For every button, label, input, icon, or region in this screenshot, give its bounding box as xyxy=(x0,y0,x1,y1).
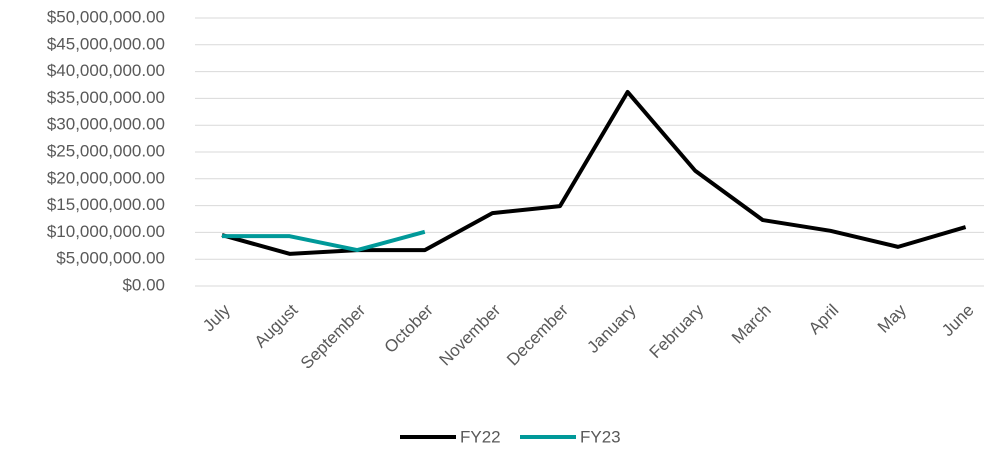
x-tick-label: June xyxy=(938,301,978,341)
legend-item: FY22 xyxy=(400,427,501,446)
y-tick-label: $30,000,000.00 xyxy=(47,115,165,134)
x-tick-label: November xyxy=(436,300,505,369)
series-line xyxy=(222,229,426,253)
x-tick-label: April xyxy=(805,301,842,338)
x-tick-label: May xyxy=(874,300,910,336)
y-tick-label: $0.00 xyxy=(122,275,165,294)
y-tick-label: $15,000,000.00 xyxy=(47,195,165,214)
x-tick-label: August xyxy=(251,300,302,351)
series-line xyxy=(221,89,967,256)
y-tick-label: $45,000,000.00 xyxy=(47,34,165,53)
x-tick-label: September xyxy=(297,300,369,372)
x-tick-label: January xyxy=(583,300,640,357)
legend-label: FY22 xyxy=(460,427,501,446)
y-tick-label: $5,000,000.00 xyxy=(56,249,165,268)
y-tick-label: $20,000,000.00 xyxy=(47,168,165,187)
y-tick-label: $25,000,000.00 xyxy=(47,141,165,160)
legend-label: FY23 xyxy=(580,427,621,446)
y-tick-label: $40,000,000.00 xyxy=(47,61,165,80)
x-tick-label: February xyxy=(646,300,708,362)
y-tick-label: $50,000,000.00 xyxy=(47,7,165,26)
y-tick-label: $35,000,000.00 xyxy=(47,88,165,107)
x-tick-label: July xyxy=(199,300,234,335)
legend-item: FY23 xyxy=(520,427,621,446)
x-tick-label: March xyxy=(728,301,775,348)
x-tick-label: October xyxy=(381,300,437,356)
y-tick-label: $10,000,000.00 xyxy=(47,222,165,241)
x-tick-label: December xyxy=(503,300,572,369)
